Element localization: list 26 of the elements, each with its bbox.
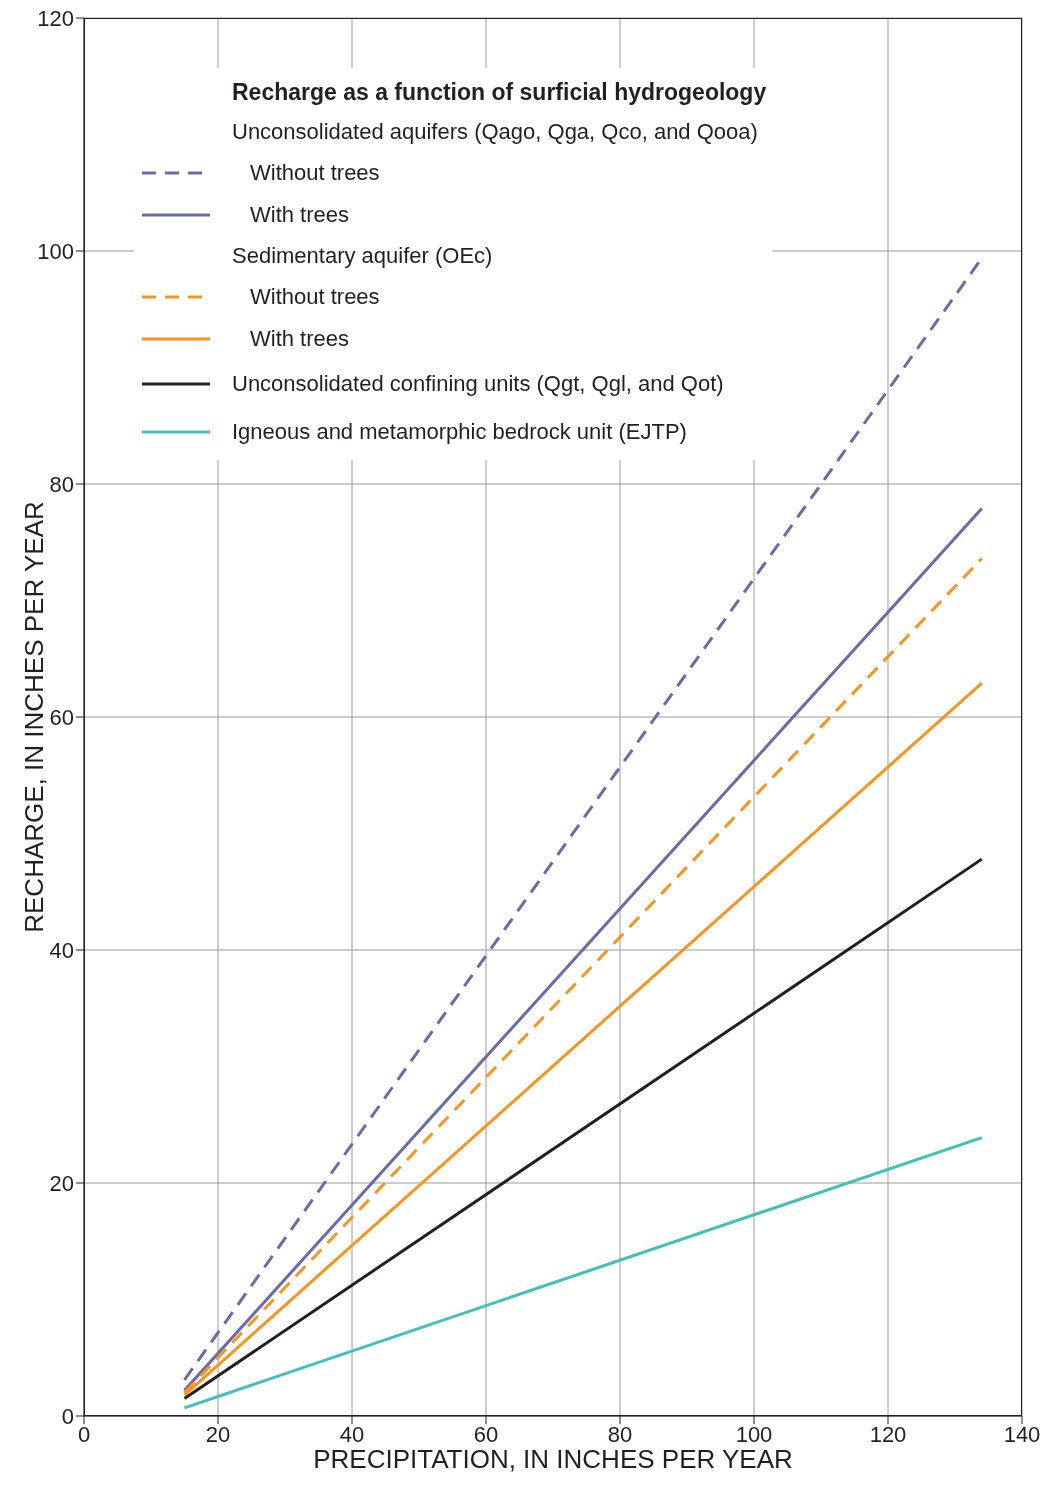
legend-label: Igneous and metamorphic bedrock unit (EJTP)	[232, 419, 687, 445]
y-tick-label: 60	[49, 704, 74, 730]
legend-label: With trees	[249, 326, 350, 352]
y-tick-label: 0	[61, 1403, 74, 1429]
annotation: Unconsolidated aquifers (Qago, Qga, Qco, and Qooa)	[231, 118, 759, 146]
x-tick-label: 80	[607, 1421, 633, 1447]
legend-label: With trees	[249, 202, 350, 228]
y-tick-label: 120	[37, 5, 74, 31]
legend-label: Unconsolidated confining units (Qgt, Qgl, and Qot)	[232, 371, 724, 397]
x-tick-label: 0	[77, 1421, 91, 1447]
legend-title: Recharge as a function of surficial hydrogeology	[231, 78, 767, 107]
x-tick-label: 140	[1003, 1421, 1041, 1447]
x-tick-label: 100	[735, 1421, 773, 1447]
y-tick-label: 20	[49, 1170, 74, 1196]
y-axis-title: RECHARGE, IN INCHES PER YEAR	[19, 501, 50, 933]
x-tick-label: 120	[869, 1421, 907, 1447]
y-tick-label: 80	[49, 471, 74, 497]
y-tick-label: 100	[37, 238, 74, 264]
legend-label: Without trees	[249, 284, 380, 310]
x-tick-label: 60	[473, 1421, 499, 1447]
x-tick-label: 20	[205, 1421, 231, 1447]
y-tick-label: 40	[49, 937, 74, 963]
x-tick-label: 40	[339, 1421, 365, 1447]
legend-label: Without trees	[249, 160, 380, 186]
x-axis-title: PRECIPITATION, IN INCHES PER YEAR	[313, 1444, 793, 1475]
annotation: Sedimentary aquifer (OEc)	[231, 242, 494, 270]
